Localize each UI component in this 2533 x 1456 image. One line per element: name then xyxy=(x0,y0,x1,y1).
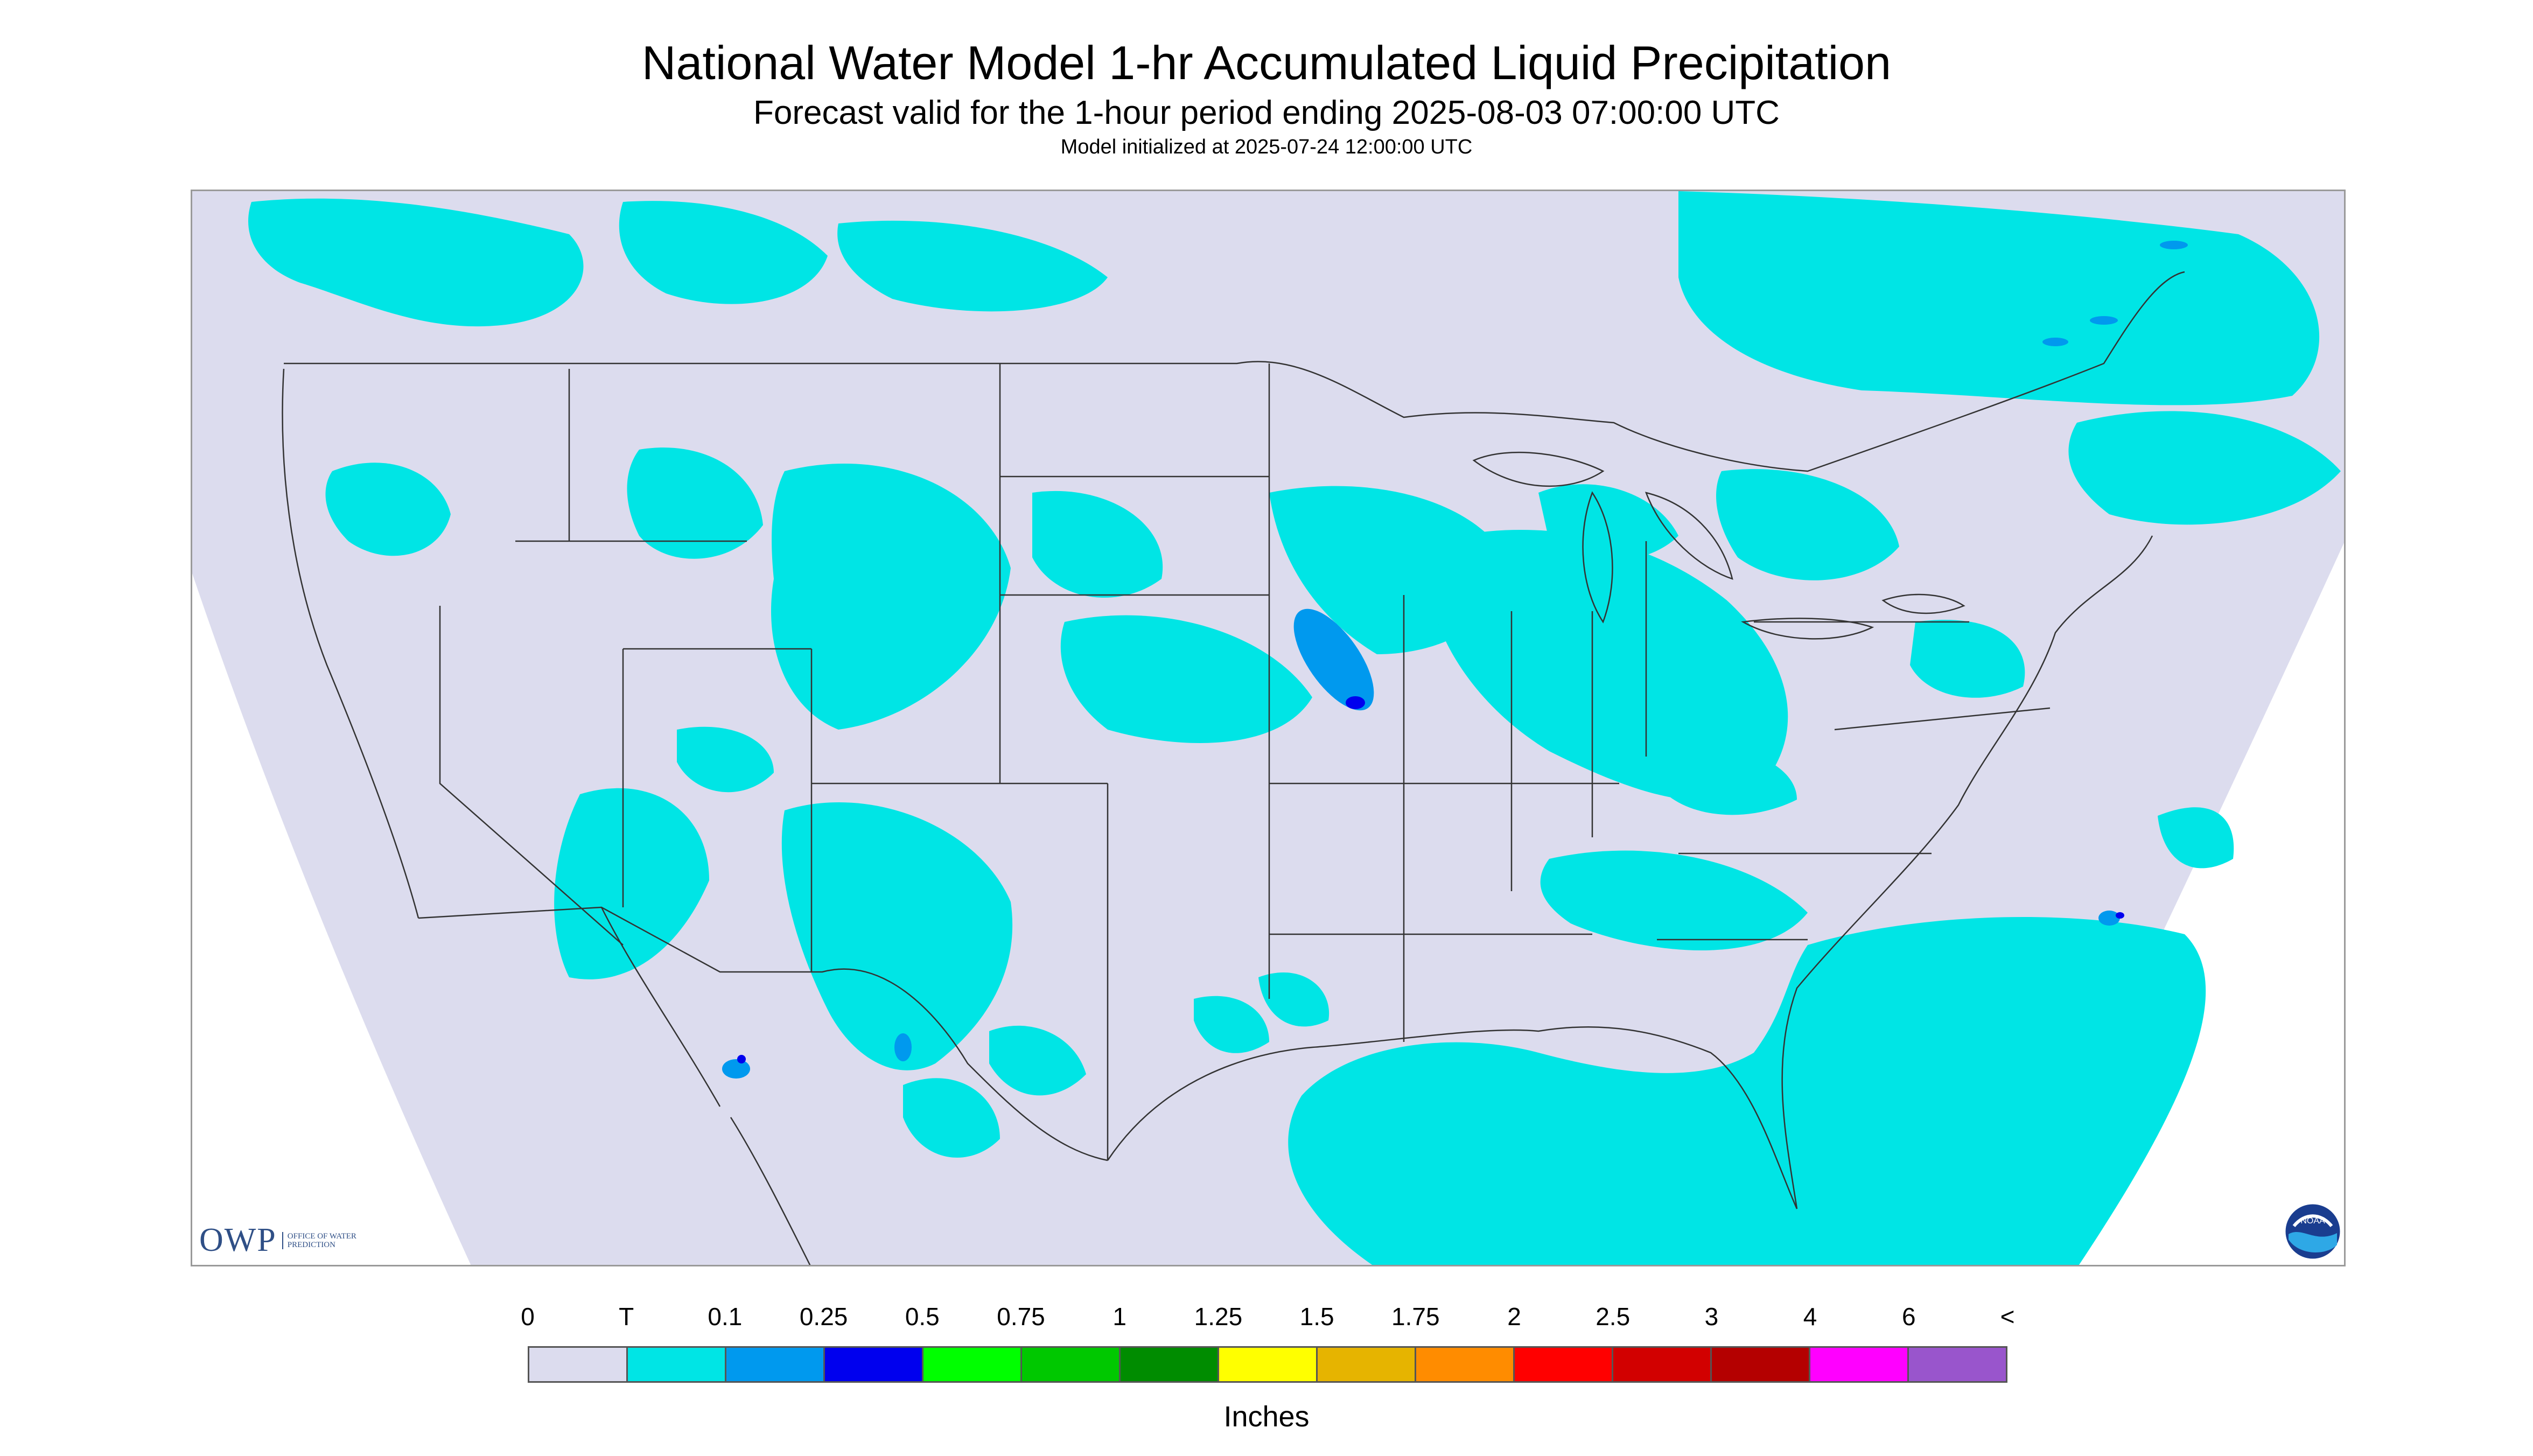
legend-swatch xyxy=(628,1348,726,1381)
legend-swatch xyxy=(1712,1348,1810,1381)
legend-label: 2.5 xyxy=(1596,1303,1631,1331)
legend-label: 4 xyxy=(1803,1303,1817,1331)
light-precip-layer xyxy=(722,241,2188,1079)
legend-label: 0.75 xyxy=(997,1303,1045,1331)
owp-logo-subtext: OFFICE OF WATER PREDICTION xyxy=(282,1231,368,1249)
legend-label: T xyxy=(619,1303,634,1331)
legend-label: 0.1 xyxy=(708,1303,743,1331)
legend-swatch xyxy=(1515,1348,1613,1381)
heavy-precip-layer xyxy=(737,696,2124,1063)
legend-label: 3 xyxy=(1704,1303,1719,1331)
model-init-time: Model initialized at 2025-07-24 12:00:00… xyxy=(1060,136,1473,158)
map-title: National Water Model 1-hr Accumulated Li… xyxy=(641,36,1892,89)
legend-label: 1.75 xyxy=(1391,1303,1440,1331)
owp-logo: OWP OFFICE OF WATER PREDICTION xyxy=(199,1221,368,1259)
legend-label: 0.25 xyxy=(799,1303,848,1331)
legend-unit: Inches xyxy=(1223,1401,1310,1433)
legend-label: 2 xyxy=(1507,1303,1521,1331)
precipitation-map xyxy=(191,190,2346,1266)
legend-swatch xyxy=(1810,1348,1909,1381)
legend-swatch xyxy=(1121,1348,1219,1381)
legend-swatch xyxy=(529,1348,628,1381)
legend-label: 6 xyxy=(1902,1303,1916,1331)
legend-swatch xyxy=(1909,1348,2006,1381)
state-boundaries xyxy=(282,271,2185,1265)
legend-label: 0 xyxy=(521,1303,535,1331)
legend-swatch xyxy=(1022,1348,1121,1381)
title-block: National Water Model 1-hr Accumulated Li… xyxy=(0,33,2533,160)
legend-swatch xyxy=(726,1348,825,1381)
trace-precip-layer xyxy=(248,191,2341,1265)
legend-swatch xyxy=(1219,1348,1318,1381)
legend-label: 0.5 xyxy=(905,1303,940,1331)
legend-label: < xyxy=(2000,1303,2015,1331)
noaa-logo: NOAA xyxy=(2284,1202,2342,1261)
color-legend xyxy=(528,1346,2007,1383)
legend-swatch xyxy=(1318,1348,1416,1381)
legend-swatch xyxy=(923,1348,1022,1381)
legend-label: 1.25 xyxy=(1194,1303,1243,1331)
noaa-logo-text: NOAA xyxy=(2300,1216,2325,1226)
legend-label: 1 xyxy=(1112,1303,1126,1331)
map-subtitle: Forecast valid for the 1-hour period end… xyxy=(753,94,1780,131)
owp-logo-text: OWP xyxy=(199,1222,277,1258)
legend-swatch xyxy=(1613,1348,1712,1381)
legend-labels: 0 T 0.1 0.25 0.5 0.75 1 1.25 1.5 1.75 2 2.5 3 4 6 < xyxy=(521,1302,2014,1334)
map-canvas xyxy=(192,191,2344,1265)
legend-label: 1.5 xyxy=(1299,1303,1334,1331)
legend-swatch xyxy=(825,1348,923,1381)
legend-swatch xyxy=(1416,1348,1515,1381)
